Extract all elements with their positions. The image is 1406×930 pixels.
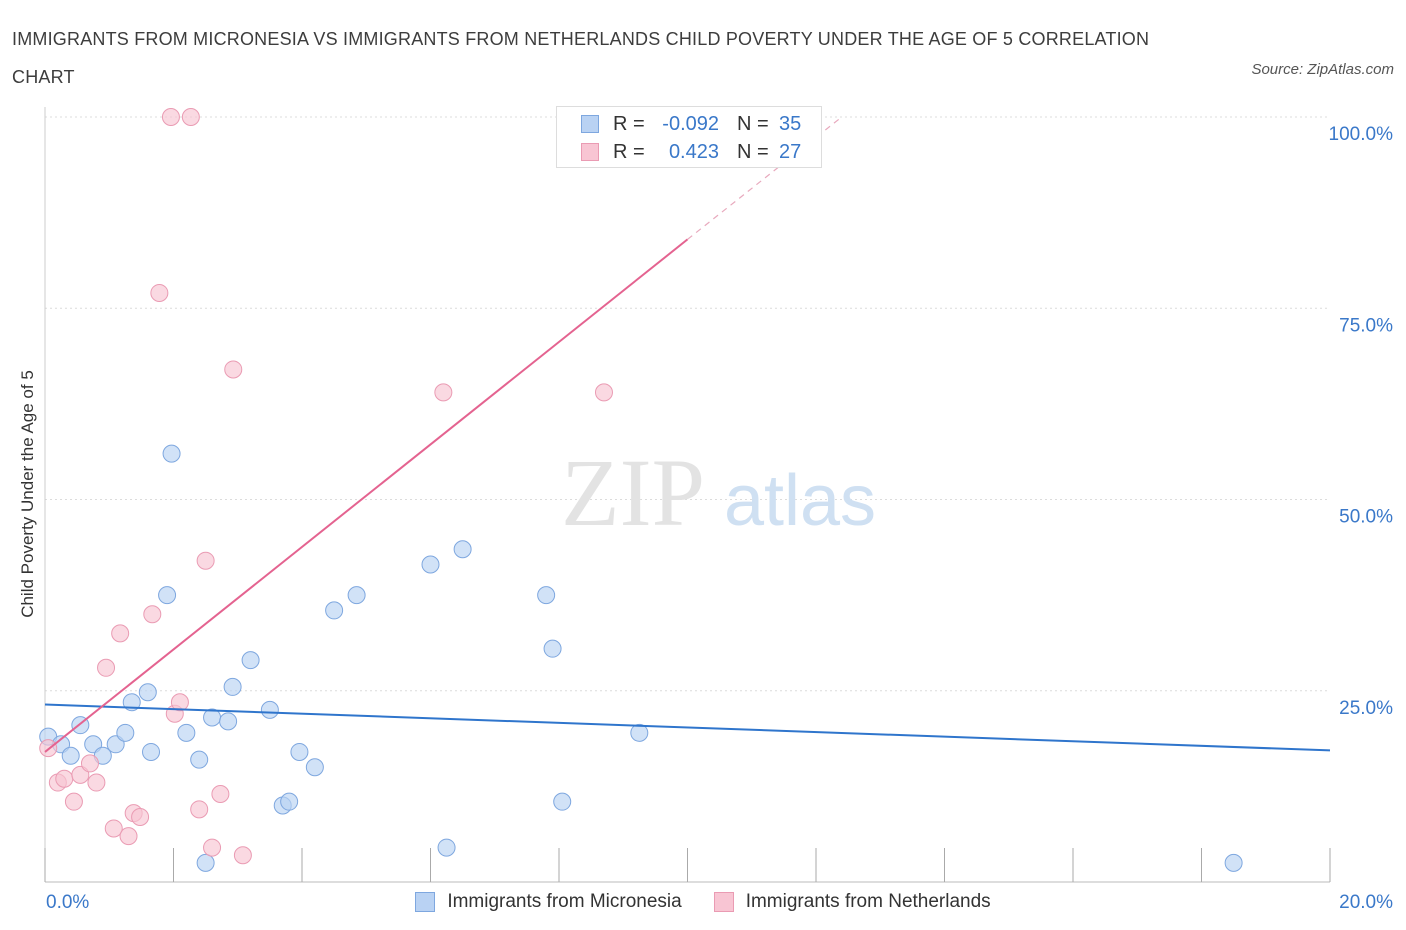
n-label: N = <box>737 140 769 163</box>
micronesia-point <box>305 758 324 777</box>
netherlands-point <box>87 773 106 792</box>
legend-label-micronesia: Immigrants from Micronesia <box>447 891 682 912</box>
source-label: Source: ZipAtlas.com <box>1251 61 1394 78</box>
netherlands-point <box>80 754 99 773</box>
micronesia-point <box>219 712 238 731</box>
netherlands-point <box>97 658 116 677</box>
legend-label-netherlands: Immigrants from Netherlands <box>745 891 991 912</box>
micronesia-point <box>537 586 556 605</box>
gridlines <box>45 116 1330 692</box>
tick-labels: 25.0% 50.0% 75.0% 100.0% 0.0% 20.0% <box>46 124 1393 913</box>
micronesia-point <box>290 742 309 761</box>
x-tick-label-max: 20.0% <box>1339 892 1393 913</box>
data-points <box>39 108 1243 872</box>
netherlands-point <box>170 693 189 712</box>
netherlands-point <box>211 785 230 804</box>
micronesia-point <box>347 586 366 605</box>
watermark-zip: ZIP <box>561 439 705 546</box>
series-legend: Immigrants from Micronesia Immigrants fr… <box>0 888 1406 916</box>
r-value: 0.423 <box>668 140 719 163</box>
micronesia-point <box>196 853 215 872</box>
netherlands-point <box>55 769 74 788</box>
netherlands-point <box>111 624 130 643</box>
watermark: ZIP atlas <box>561 439 876 546</box>
y-tick-label: 50.0% <box>1339 507 1393 528</box>
legend-row-netherlands: R = 0.423 N = 27 <box>581 139 801 165</box>
netherlands-point <box>181 108 200 126</box>
micronesia-point <box>223 677 242 696</box>
micronesia-swatch <box>581 115 599 133</box>
netherlands-point <box>594 383 613 402</box>
r-label: R = <box>613 112 645 135</box>
watermark-atlas: atlas <box>724 461 876 541</box>
x-tick-label-min: 0.0% <box>46 892 89 913</box>
micronesia-point <box>106 735 125 754</box>
netherlands-swatch <box>581 143 599 161</box>
netherlands-point <box>64 792 83 811</box>
micronesia-point <box>177 723 196 742</box>
correlation-legend: R = -0.092 N = 35 R = 0.423 N = 27 <box>556 106 822 168</box>
legend-item-netherlands: Immigrants from Netherlands <box>713 891 991 913</box>
netherlands-trend-line <box>44 238 689 753</box>
n-value: 35 <box>779 112 802 135</box>
micronesia-point <box>116 723 135 742</box>
micronesia-trend-line <box>44 703 1331 752</box>
micronesia-point <box>260 700 279 719</box>
netherlands-point <box>150 283 169 302</box>
y-tick-label: 25.0% <box>1339 698 1393 719</box>
micronesia-point <box>421 555 440 574</box>
netherlands-point <box>434 383 453 402</box>
trend-lines <box>44 116 1331 753</box>
micronesia-point <box>142 742 161 761</box>
netherlands-point <box>224 360 243 379</box>
n-label: N = <box>737 112 769 135</box>
netherlands-point <box>233 846 252 865</box>
netherlands-point <box>119 827 138 846</box>
netherlands-legend-swatch <box>713 892 734 912</box>
micronesia-point <box>543 639 562 658</box>
netherlands-point <box>143 605 162 624</box>
micronesia-point <box>84 735 103 754</box>
micronesia-point <box>138 683 157 702</box>
r-value: -0.092 <box>662 112 719 135</box>
y-tick-label: 100.0% <box>1329 124 1394 145</box>
micronesia-point <box>553 792 572 811</box>
micronesia-point <box>325 601 344 620</box>
micronesia-point <box>190 750 209 769</box>
micronesia-point <box>437 838 456 857</box>
micronesia-point <box>61 746 80 765</box>
netherlands-point <box>131 807 150 826</box>
micronesia-point <box>630 723 649 742</box>
legend-row-micronesia: R = -0.092 N = 35 <box>581 111 801 137</box>
legend-item-micronesia: Immigrants from Micronesia <box>415 891 682 913</box>
netherlands-point <box>161 108 180 126</box>
micronesia-point <box>453 540 472 559</box>
netherlands-point <box>71 765 90 784</box>
micronesia-legend-swatch <box>415 892 436 912</box>
micronesia-point <box>158 586 177 605</box>
chart-title: IMMIGRANTS FROM MICRONESIA VS IMMIGRANTS… <box>12 29 1150 87</box>
y-tick-label: 75.0% <box>1339 315 1393 336</box>
netherlands-point <box>203 838 222 857</box>
micronesia-point <box>280 792 299 811</box>
micronesia-point <box>1224 853 1243 872</box>
netherlands-point <box>196 551 215 570</box>
micronesia-point <box>241 651 260 670</box>
netherlands-point <box>190 800 209 819</box>
netherlands-point <box>104 819 123 838</box>
n-value: 27 <box>779 140 802 163</box>
r-label: R = <box>613 140 645 163</box>
micronesia-point <box>162 444 181 463</box>
